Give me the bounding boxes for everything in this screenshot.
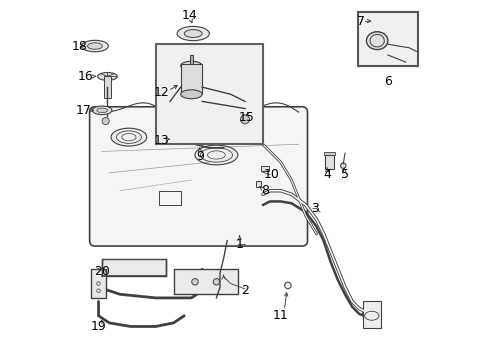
Text: 14: 14 bbox=[182, 9, 197, 22]
Ellipse shape bbox=[213, 279, 220, 285]
Bar bbox=[324, 152, 335, 155]
Text: 9: 9 bbox=[196, 150, 204, 163]
Ellipse shape bbox=[367, 32, 388, 50]
Ellipse shape bbox=[92, 106, 112, 114]
Bar bbox=[363, 301, 381, 328]
Bar bbox=[102, 258, 167, 276]
Text: 15: 15 bbox=[239, 111, 255, 124]
Text: 18: 18 bbox=[72, 40, 88, 53]
Bar bbox=[190, 55, 193, 64]
Text: 11: 11 bbox=[273, 309, 289, 322]
Ellipse shape bbox=[181, 90, 202, 99]
Bar bbox=[173, 269, 238, 294]
Text: 4: 4 bbox=[323, 168, 331, 181]
Ellipse shape bbox=[363, 309, 381, 319]
Ellipse shape bbox=[98, 72, 117, 80]
Text: 1: 1 bbox=[236, 238, 244, 251]
Bar bbox=[256, 181, 261, 187]
Text: 5: 5 bbox=[341, 168, 349, 181]
Text: 3: 3 bbox=[311, 202, 319, 215]
Ellipse shape bbox=[111, 128, 147, 146]
Bar bbox=[358, 12, 418, 66]
Bar bbox=[104, 76, 111, 98]
Text: 13: 13 bbox=[153, 134, 169, 147]
Text: 17: 17 bbox=[75, 104, 92, 117]
Ellipse shape bbox=[341, 163, 346, 168]
Text: 7: 7 bbox=[357, 14, 365, 27]
Text: 2: 2 bbox=[241, 284, 249, 297]
Bar bbox=[325, 155, 334, 169]
Ellipse shape bbox=[88, 43, 102, 49]
Bar bbox=[181, 64, 202, 94]
Ellipse shape bbox=[192, 279, 198, 285]
Bar bbox=[92, 269, 106, 298]
FancyBboxPatch shape bbox=[90, 107, 308, 246]
Text: 6: 6 bbox=[384, 75, 392, 88]
Text: 12: 12 bbox=[153, 86, 169, 99]
Ellipse shape bbox=[184, 30, 202, 37]
Ellipse shape bbox=[177, 26, 209, 41]
Bar bbox=[156, 44, 263, 144]
Ellipse shape bbox=[97, 108, 107, 113]
Bar bbox=[159, 191, 181, 205]
Ellipse shape bbox=[102, 117, 109, 125]
Text: 19: 19 bbox=[91, 320, 106, 333]
Text: 10: 10 bbox=[264, 168, 280, 181]
Ellipse shape bbox=[195, 145, 238, 165]
Ellipse shape bbox=[81, 40, 108, 52]
Ellipse shape bbox=[166, 136, 178, 141]
Text: 16: 16 bbox=[78, 70, 94, 83]
Ellipse shape bbox=[241, 115, 249, 124]
Text: 8: 8 bbox=[261, 184, 269, 197]
Text: 20: 20 bbox=[94, 265, 110, 278]
Ellipse shape bbox=[181, 61, 202, 70]
Bar bbox=[261, 166, 269, 171]
